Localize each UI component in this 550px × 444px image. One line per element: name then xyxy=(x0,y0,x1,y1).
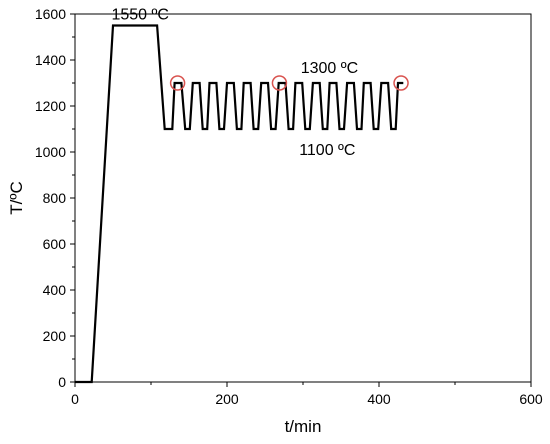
highlight-markers xyxy=(169,75,409,91)
y-tick-label: 800 xyxy=(43,190,67,206)
x-tick-label: 0 xyxy=(71,391,79,407)
x-tick-label: 400 xyxy=(367,391,391,407)
y-tick-label: 0 xyxy=(58,374,66,390)
y-tick-label: 1600 xyxy=(35,6,66,22)
annotation-label: 1100 ºC xyxy=(299,142,355,159)
y-tick-label: 400 xyxy=(43,282,67,298)
x-axis: 0 200 400 600 xyxy=(71,382,543,407)
series-line xyxy=(75,24,404,384)
annotation-label: 1300 ºC xyxy=(301,60,358,77)
x-tick-label: 600 xyxy=(519,391,543,407)
series-layer xyxy=(75,24,404,384)
y-tick-label: 200 xyxy=(43,328,67,344)
annotation-label: 1550 ºC xyxy=(111,7,168,24)
y-axis: 0 200 400 600 800 1000 1200 1400 1600 xyxy=(35,6,75,390)
highlight-circle xyxy=(271,75,288,91)
y-tick-label: 600 xyxy=(43,236,67,252)
y-tick-label: 1000 xyxy=(35,144,66,160)
highlight-circle xyxy=(169,75,186,91)
y-axis-title: T/ºC xyxy=(7,181,26,215)
highlight-circle xyxy=(393,75,409,91)
y-tick-label: 1400 xyxy=(35,52,66,68)
annotations: 1550 ºC 1300 ºC 1100 ºC xyxy=(111,7,358,160)
x-axis-title: t/min xyxy=(285,417,322,436)
x-tick-label: 200 xyxy=(215,391,239,407)
y-tick-label: 1200 xyxy=(35,98,66,114)
